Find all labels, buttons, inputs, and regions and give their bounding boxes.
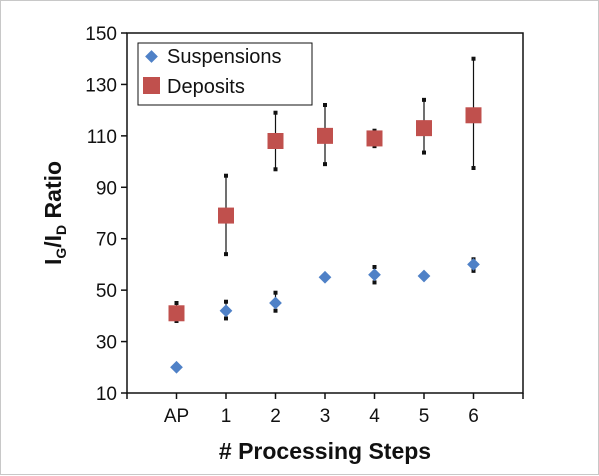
data-point-deposits (416, 120, 432, 137)
data-point-suspensions (170, 360, 183, 374)
data-point-deposits (168, 305, 185, 322)
data-point-suspensions (417, 269, 431, 283)
error-cap-low-suspensions (372, 280, 377, 285)
error-cap-high-deposits (273, 110, 278, 115)
x-tick-label: 4 (369, 406, 380, 427)
error-cap-high-suspensions (372, 265, 377, 269)
data-point-suspensions (368, 268, 381, 282)
data-point-suspensions (467, 258, 480, 271)
x-tick-label: 1 (221, 406, 232, 427)
x-tick-label: 2 (270, 406, 281, 427)
error-cap-low-suspensions (273, 308, 278, 313)
error-cap-low-suspensions (224, 316, 228, 321)
error-cap-low-deposits (471, 166, 476, 170)
y-axis-title-suffix: Ratio (40, 161, 66, 225)
error-cap-high-deposits (422, 97, 426, 102)
y-tick-label: 150 (85, 24, 117, 45)
y-axis-title-slash: /I (40, 235, 66, 248)
x-axis-title: # Processing Steps (219, 438, 431, 464)
error-cap-low-deposits (273, 167, 278, 172)
data-point-suspensions (318, 270, 332, 284)
y-axis-title-main: I (40, 259, 66, 265)
x-tick-label: AP (164, 406, 189, 427)
data-point-deposits (218, 207, 234, 224)
y-tick-label: 90 (96, 178, 117, 199)
error-cap-low-deposits (224, 252, 228, 257)
legend-label-suspensions: Suspensions (167, 46, 282, 68)
data-point-deposits (267, 133, 284, 149)
error-cap-high-deposits (323, 103, 327, 107)
legend-swatch-deposits (143, 77, 160, 94)
error-cap-low-deposits (422, 150, 426, 155)
data-points (168, 107, 482, 374)
data-point-suspensions (269, 296, 282, 310)
error-cap-high-deposits (174, 301, 179, 305)
legend-box (137, 42, 313, 106)
y-tick-label: 130 (85, 75, 117, 96)
y-axis-title-sub-g: G (53, 248, 69, 259)
y-tick-label: 50 (96, 281, 117, 302)
error-cap-low-suspensions (471, 268, 476, 273)
legend-swatch-suspensions (145, 50, 158, 63)
data-point-deposits (465, 107, 482, 124)
y-tick-label: 110 (87, 127, 117, 148)
y-tick-label: 30 (96, 333, 117, 354)
data-point-suspensions (219, 304, 233, 318)
x-tick-label: 5 (419, 406, 430, 427)
y-axis: 10 30 50 70 90 110 130 150 (85, 24, 127, 405)
legend-label-deposits: Deposits (167, 76, 245, 98)
error-cap-high-deposits (224, 173, 228, 178)
x-axis: AP 1 2 3 4 5 6 (126, 393, 524, 427)
y-axis-title: IG/ID Ratio (40, 161, 69, 265)
y-axis-title-sub-d: D (53, 225, 69, 235)
data-point-deposits (366, 130, 383, 147)
error-cap-high-suspensions (273, 290, 278, 295)
data-point-deposits (317, 127, 333, 144)
legend: Suspensions Deposits (137, 42, 313, 106)
y-tick-label: 70 (96, 230, 117, 251)
x-tick-label: 6 (468, 406, 479, 427)
x-tick-label: 3 (320, 406, 331, 427)
error-cap-low-deposits (323, 162, 327, 167)
error-cap-high-suspensions (224, 299, 228, 304)
error-cap-high-deposits (471, 56, 476, 61)
y-tick-label: 10 (96, 384, 117, 405)
